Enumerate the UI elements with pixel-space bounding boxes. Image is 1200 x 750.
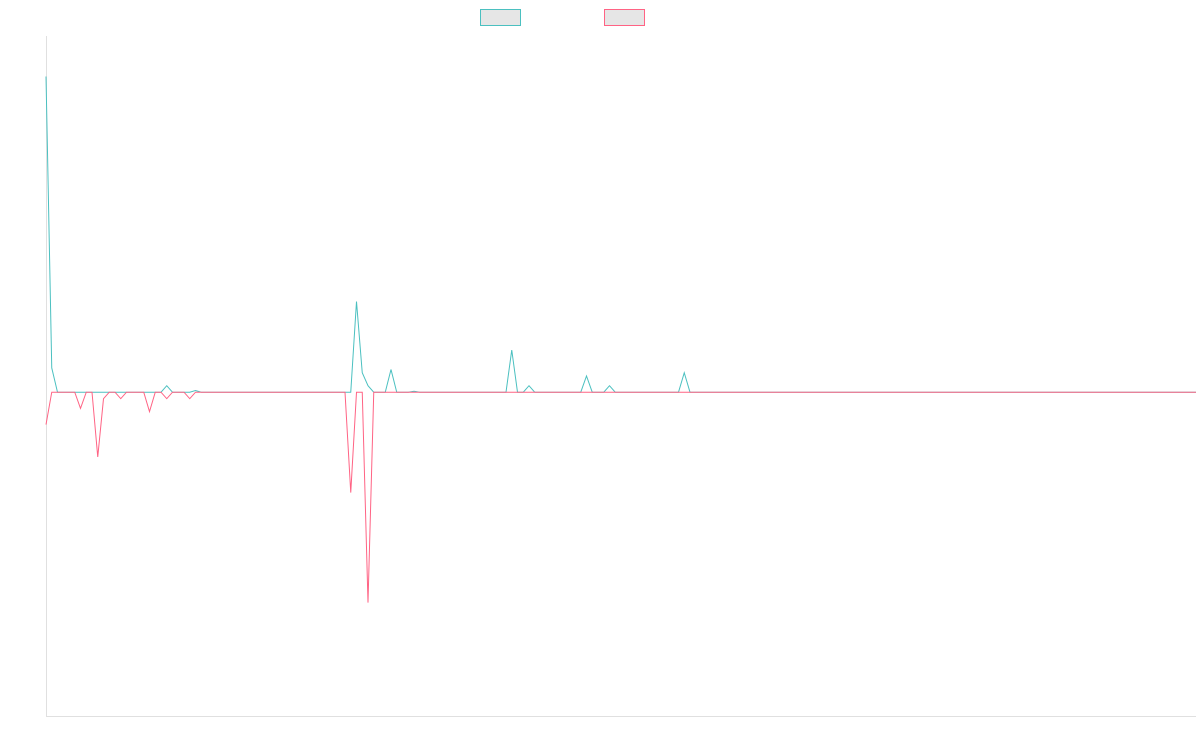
series-line-2 [45, 391, 1196, 603]
legend-swatch-2[interactable] [604, 9, 645, 26]
series-line-1 [45, 76, 1196, 393]
legend-swatch-1[interactable] [480, 9, 521, 26]
legend [480, 9, 645, 26]
series-layer [45, 76, 1196, 603]
